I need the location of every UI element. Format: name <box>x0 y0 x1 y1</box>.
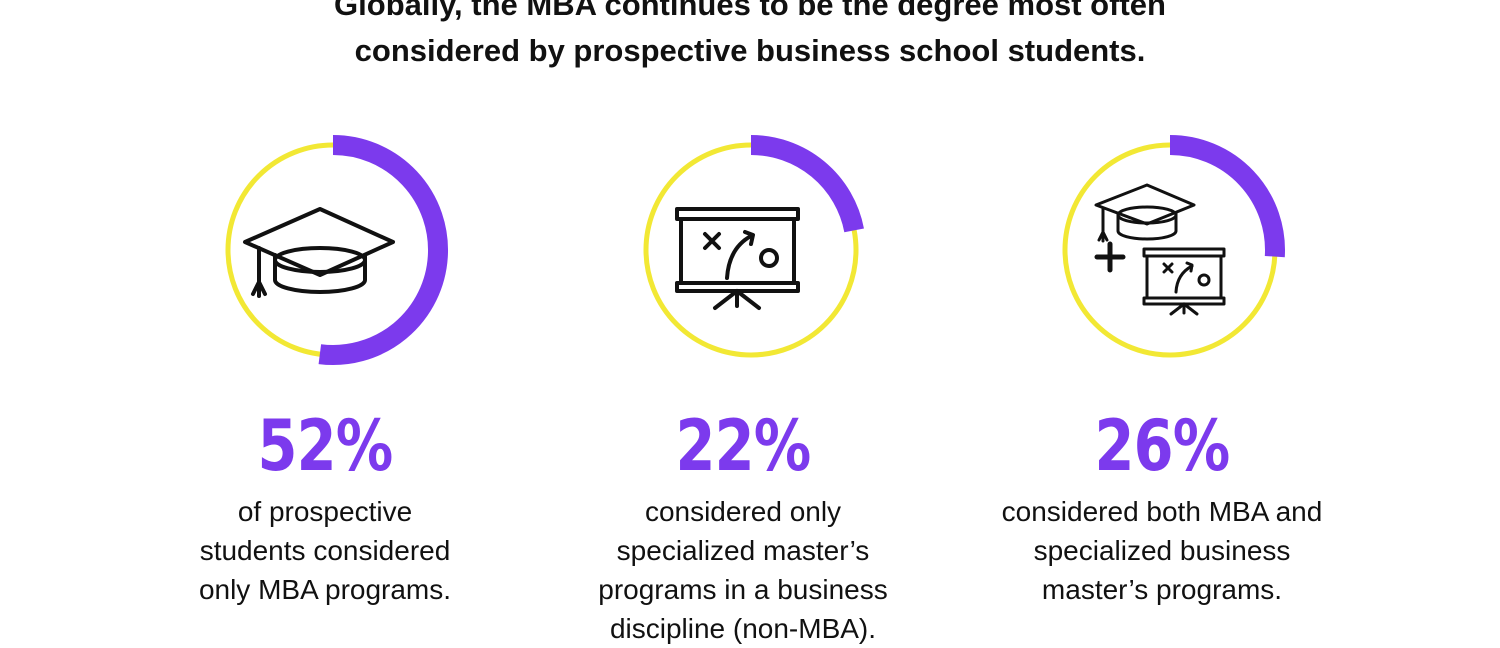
ring-progress-arc <box>318 135 448 365</box>
desc-line: programs in a business <box>598 574 888 605</box>
desc-line: specialized business <box>1033 535 1291 566</box>
desc-line: students considered <box>199 535 451 566</box>
stat-percent: 26% <box>1094 405 1231 487</box>
headline-line-1: Globally, the MBA continues to be the de… <box>334 0 1166 22</box>
graduation-cap-icon <box>243 207 395 298</box>
stat-specialized-only: 22% considered only specialized master’s… <box>543 0 943 644</box>
stat-description: of prospective students considered only … <box>125 492 525 609</box>
ring-progress-arc <box>750 135 864 233</box>
desc-line: considered both MBA and <box>1001 496 1323 527</box>
stat-mba-only: 52% of prospective students considered o… <box>125 0 525 630</box>
progress-ring-svg <box>225 135 448 365</box>
desc-line: specialized master’s <box>616 535 870 566</box>
cap-plus-board-icon <box>1094 183 1226 316</box>
stat-description: considered only specialized master’s pro… <box>543 492 943 648</box>
stat-both: 26% considered both MBA and specialized … <box>962 0 1362 630</box>
headline: Globally, the MBA continues to be the de… <box>0 0 1500 74</box>
stat-percent: 52% <box>257 405 394 487</box>
progress-ring <box>215 132 451 368</box>
headline-line-2: considered by prospective business schoo… <box>354 33 1146 68</box>
progress-ring <box>1052 132 1288 368</box>
desc-line: master’s programs. <box>1041 574 1283 605</box>
strategy-board-icon <box>675 207 800 310</box>
progress-ring-svg <box>1062 135 1285 358</box>
stat-percent: 22% <box>675 405 812 487</box>
desc-line: of prospective <box>237 496 413 527</box>
progress-ring <box>633 132 869 368</box>
ring-progress-arc <box>1169 135 1285 258</box>
progress-ring-svg <box>643 135 864 358</box>
desc-line: considered only <box>644 496 842 527</box>
stat-description: considered both MBA and specialized busi… <box>962 492 1362 609</box>
desc-line: only MBA programs. <box>198 574 452 605</box>
desc-line: discipline (non-MBA). <box>609 613 877 644</box>
